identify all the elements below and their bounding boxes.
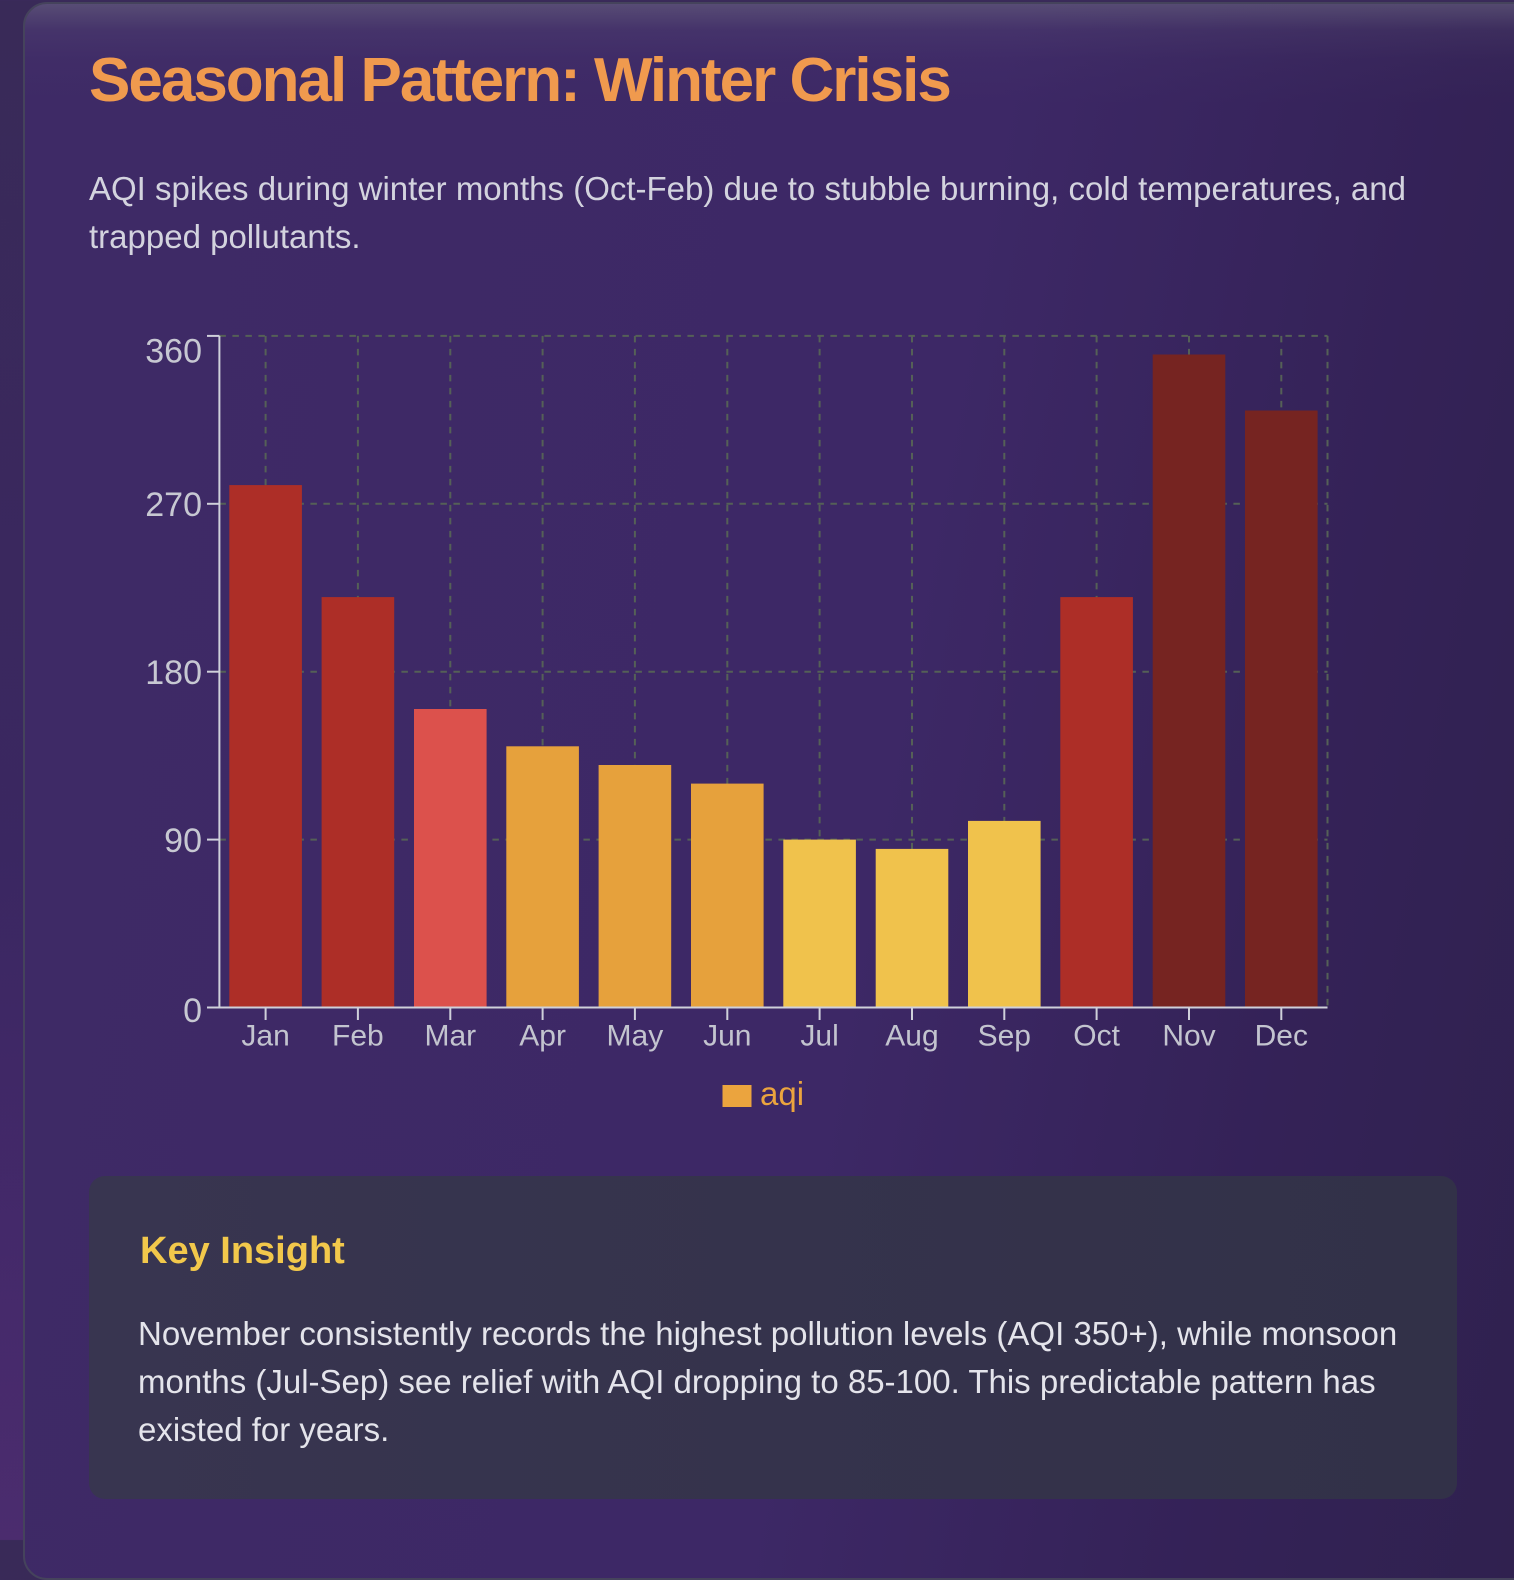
svg-text:Jun: Jun xyxy=(703,1020,751,1053)
svg-text:aqi: aqi xyxy=(760,1075,804,1112)
svg-text:Nov: Nov xyxy=(1162,1020,1215,1053)
svg-text:Sep: Sep xyxy=(978,1020,1031,1053)
svg-text:180: 180 xyxy=(145,654,202,692)
svg-text:May: May xyxy=(607,1020,664,1053)
svg-text:Jul: Jul xyxy=(800,1020,838,1053)
svg-text:270: 270 xyxy=(145,486,202,524)
svg-text:Apr: Apr xyxy=(519,1020,566,1053)
svg-text:Oct: Oct xyxy=(1073,1020,1120,1053)
svg-text:Feb: Feb xyxy=(332,1020,384,1053)
svg-text:90: 90 xyxy=(164,822,202,860)
svg-text:Aug: Aug xyxy=(885,1020,938,1053)
svg-text:Dec: Dec xyxy=(1255,1020,1308,1053)
svg-text:0: 0 xyxy=(183,992,202,1030)
svg-text:Jan: Jan xyxy=(241,1020,289,1053)
svg-text:360: 360 xyxy=(145,333,202,371)
svg-text:Mar: Mar xyxy=(424,1020,476,1053)
